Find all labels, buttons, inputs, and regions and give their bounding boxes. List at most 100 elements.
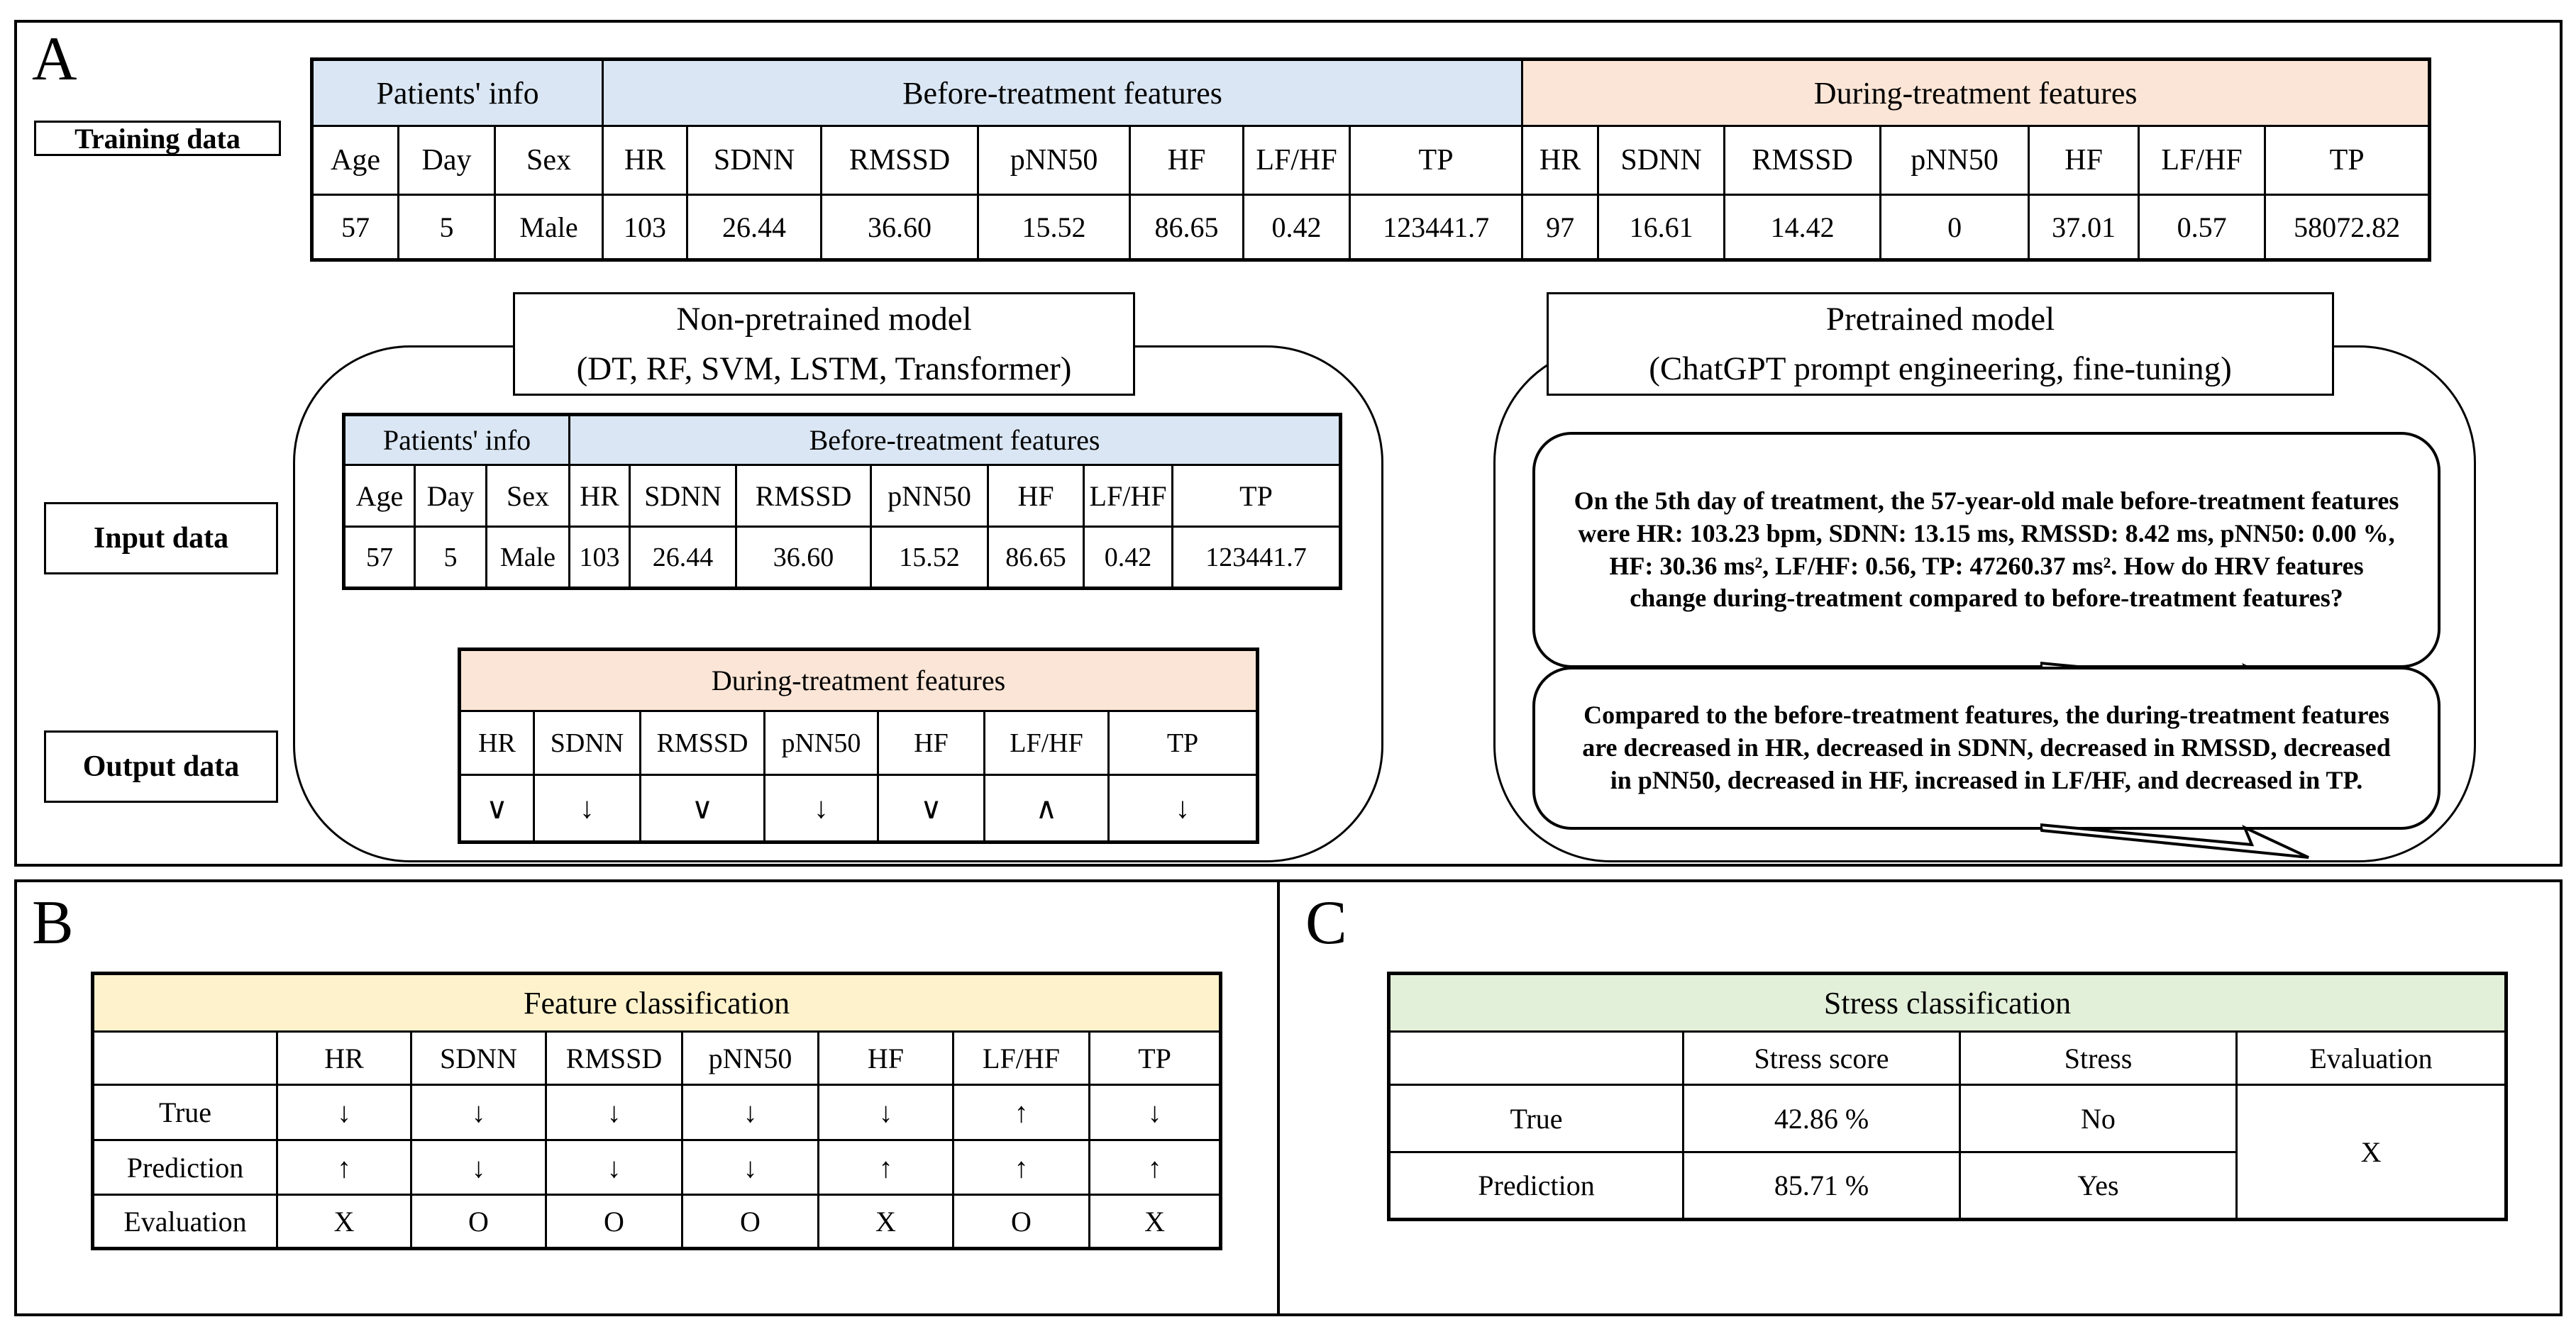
column-header: SDNN xyxy=(1597,125,1726,196)
cell: 103 xyxy=(568,526,631,589)
column-header: LF/HF xyxy=(1083,464,1174,528)
pretrained-model-subtitle: (ChatGPT prompt engineering, fine-tuning… xyxy=(1649,350,2232,387)
cell: 5 xyxy=(397,194,496,261)
cell: 26.44 xyxy=(686,194,823,261)
cell: O xyxy=(681,1194,819,1250)
column-header: HF xyxy=(817,1030,954,1086)
cell: 16.61 xyxy=(1597,194,1726,261)
panel-a-label: A xyxy=(32,25,77,94)
arrow-cell: ↑ xyxy=(952,1084,1090,1141)
column-header: RMSSD xyxy=(820,125,980,196)
cell: 123441.7 xyxy=(1171,526,1342,589)
training-data-label-text: Training data xyxy=(74,122,241,155)
arrow-cell: ↓ xyxy=(681,1084,819,1141)
input-table: Patients' info Before-treatment features… xyxy=(342,413,1343,590)
column-header: HR xyxy=(568,464,631,528)
cell: 5 xyxy=(414,526,487,589)
panel-c-label: C xyxy=(1305,889,1347,957)
group-header-during-treatment: During-treatment features xyxy=(1521,58,2431,127)
cell: 123441.7 xyxy=(1349,194,1524,261)
column-header: HF xyxy=(2028,125,2140,196)
stress-classification-table: Stress classification Stress score Stres… xyxy=(1387,972,2509,1221)
prompt-bubble: On the 5th day of treatment, the 57-year… xyxy=(1532,432,2440,697)
non-pretrained-model-subtitle: (DT, RF, SVM, LSTM, Transformer) xyxy=(576,350,1072,387)
column-header: HF xyxy=(987,464,1085,528)
cell: No xyxy=(1959,1084,2238,1153)
arrow-cell: ↓ xyxy=(763,774,879,843)
pretrained-model-box: Pretrained model (ChatGPT prompt enginee… xyxy=(1547,292,2334,396)
column-header: HR xyxy=(602,125,689,196)
row-label: Evaluation xyxy=(92,1194,278,1250)
group-header-before-treatment: Before-treatment features xyxy=(602,58,1524,127)
column-header: SDNN xyxy=(533,710,641,776)
cell: 36.60 xyxy=(820,194,980,261)
panel-bc: B Feature classification HR SDNN RMSSD p… xyxy=(14,879,2563,1316)
cell: 103 xyxy=(602,194,689,261)
arrow-cell: ↓ xyxy=(533,774,641,843)
column-header: HR xyxy=(276,1030,412,1086)
cell: 86.65 xyxy=(987,526,1085,589)
response-bubble: Compared to the before-treatment feature… xyxy=(1532,667,2440,859)
group-header-patients-info: Patients' info xyxy=(342,413,571,466)
arrow-cell: ↓ xyxy=(545,1084,683,1141)
column-header: Age xyxy=(343,464,416,528)
cell: O xyxy=(545,1194,683,1250)
panel-b-label: B xyxy=(32,889,74,957)
row-label: Prediction xyxy=(92,1139,278,1196)
row-label: Prediction xyxy=(1388,1151,1684,1221)
group-header-patients-info: Patients' info xyxy=(310,58,604,127)
column-header: pNN50 xyxy=(870,464,990,528)
cell: 0.42 xyxy=(1242,194,1351,261)
panel-a: A Training data Patients' info Before-tr… xyxy=(14,20,2563,867)
arrow-cell: ↓ xyxy=(410,1139,547,1196)
output-data-label: Output data xyxy=(44,730,278,803)
column-header: RMSSD xyxy=(735,464,873,528)
input-data-label-text: Input data xyxy=(93,522,229,555)
cell: 57 xyxy=(311,194,399,261)
cell: 86.65 xyxy=(1129,194,1245,261)
column-header: TP xyxy=(2264,125,2431,196)
row-label: True xyxy=(1388,1084,1684,1153)
table-title: Stress classification xyxy=(1387,972,2508,1033)
column-header: HF xyxy=(1129,125,1245,196)
arrow-cell: ∨ xyxy=(877,774,985,843)
column-header: Day xyxy=(397,125,496,196)
non-pretrained-model-box: Non-pretrained model (DT, RF, SVM, LSTM,… xyxy=(513,292,1135,396)
non-pretrained-model-title: Non-pretrained model xyxy=(676,300,972,338)
cell: 97 xyxy=(1521,194,1600,261)
output-data-label-text: Output data xyxy=(82,750,240,783)
speech-tail-icon xyxy=(2040,823,2309,859)
cell: 14.42 xyxy=(1723,194,1882,261)
column-header: pNN50 xyxy=(1879,125,2030,196)
group-header-during-treatment: During-treatment features xyxy=(458,648,1259,712)
arrow-cell: ↑ xyxy=(817,1139,954,1196)
pretrained-model-title: Pretrained model xyxy=(1825,300,2055,338)
table-title: Feature classification xyxy=(91,972,1222,1033)
column-header: SDNN xyxy=(686,125,823,196)
column-header: TP xyxy=(1088,1030,1222,1086)
arrow-cell: ∨ xyxy=(458,774,535,843)
response-bubble-text: Compared to the before-treatment feature… xyxy=(1582,701,2391,794)
column-header: TP xyxy=(1171,464,1342,528)
column-header: Sex xyxy=(485,464,571,528)
output-table: During-treatment features HR SDNN RMSSD … xyxy=(458,647,1260,844)
cell: 57 xyxy=(343,526,416,589)
cell: X xyxy=(1088,1194,1222,1250)
cell: Yes xyxy=(1959,1151,2238,1221)
column-header: TP xyxy=(1349,125,1524,196)
evaluation-cell: X xyxy=(2235,1084,2508,1221)
column-header: Stress score xyxy=(1682,1030,1961,1086)
cell: 36.60 xyxy=(735,526,873,589)
column-header: HF xyxy=(877,710,985,776)
arrow-cell: ↓ xyxy=(817,1084,954,1141)
column-header: LF/HF xyxy=(952,1030,1090,1086)
training-table: Patients' info Before-treatment features… xyxy=(310,57,2432,262)
cell: 0.42 xyxy=(1083,526,1174,589)
arrow-cell: ↓ xyxy=(681,1139,819,1196)
column-header: pNN50 xyxy=(977,125,1132,196)
column-header: pNN50 xyxy=(681,1030,819,1086)
column-header: RMSSD xyxy=(639,710,765,776)
column-header: pNN50 xyxy=(763,710,879,776)
prompt-bubble-text: On the 5th day of treatment, the 57-year… xyxy=(1574,487,2399,613)
